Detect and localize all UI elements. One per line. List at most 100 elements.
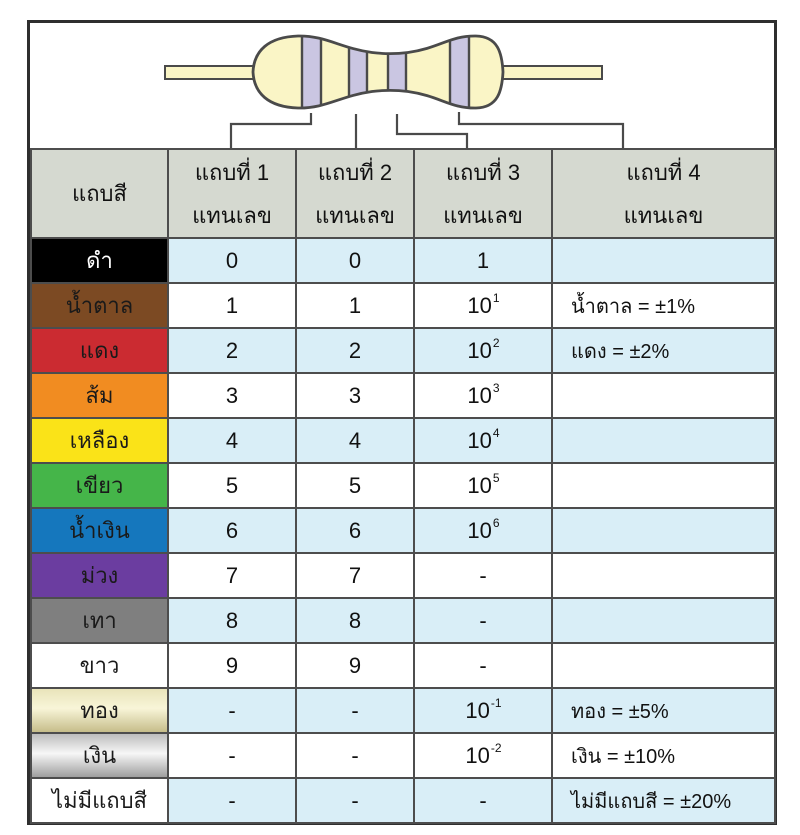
band1-value: - (167, 732, 297, 779)
band4-tolerance (551, 417, 776, 464)
resistor-panel (30, 23, 774, 148)
band1-value: 0 (167, 237, 297, 284)
resistor-left-lead (164, 65, 261, 80)
band2-value: - (295, 777, 415, 824)
table-row: ไม่มีแถบสี - - - ไม่มีแถบสี = ±20% (30, 777, 776, 824)
table-row: ทอง - - 10-1 ทอง = ±5% (30, 687, 776, 734)
connector-line-band3 (395, 114, 469, 148)
band1-value: 5 (167, 462, 297, 509)
band4-tolerance: น้ำตาล = ±1% (551, 282, 776, 329)
header-color-band: แถบสี (30, 148, 169, 239)
color-swatch: ส้ม (30, 372, 169, 419)
color-swatch: เขียว (30, 462, 169, 509)
band2-value: 0 (295, 237, 415, 284)
band1-value: 8 (167, 597, 297, 644)
header-sublabel: แทนเลข (443, 202, 523, 228)
header-sublabel: แทนเลข (315, 202, 395, 228)
band2-value: - (295, 732, 415, 779)
band3-value: 10-1 (413, 687, 553, 734)
header-label: แถบที่ 2 (317, 159, 393, 185)
chart-frame: แถบสี แถบที่ 1 แทนเลข แถบที่ 2 แทนเลข (27, 20, 777, 825)
band2-value: 5 (295, 462, 415, 509)
header-label: แถบสี (72, 181, 127, 206)
resistor-body-outline (251, 34, 505, 110)
band4-tolerance: เงิน = ±10% (551, 732, 776, 779)
band3-value: 103 (413, 372, 553, 419)
table-row: เขียว 5 5 105 (30, 462, 776, 509)
band3-value: 102 (413, 327, 553, 374)
band2-value: 7 (295, 552, 415, 599)
table-row: เงิน - - 10-2 เงิน = ±10% (30, 732, 776, 779)
connector-line-band4 (457, 112, 625, 148)
color-swatch: เงิน (30, 732, 169, 779)
band3-value: 1 (413, 237, 553, 284)
band3-value: 105 (413, 462, 553, 509)
band1-value: 2 (167, 327, 297, 374)
band1-value: - (167, 687, 297, 734)
color-swatch: น้ำเงิน (30, 507, 169, 554)
band4-tolerance (551, 642, 776, 689)
header-sublabel: แทนเลข (623, 202, 704, 228)
header-sublabel: แทนเลข (192, 202, 272, 228)
color-swatch: น้ำตาล (30, 282, 169, 329)
band2-value: 1 (295, 282, 415, 329)
band1-value: 4 (167, 417, 297, 464)
table-row: เหลือง 4 4 104 (30, 417, 776, 464)
resistor-band-4 (448, 35, 471, 109)
connector-line-band1 (229, 113, 313, 148)
band2-value: 9 (295, 642, 415, 689)
header-label: แถบที่ 4 (626, 159, 701, 185)
band2-value: 3 (295, 372, 415, 419)
band2-value: 4 (295, 417, 415, 464)
band3-value: - (413, 597, 553, 644)
table-row: น้ำตาล 1 1 101 น้ำตาล = ±1% (30, 282, 776, 329)
band2-value: - (295, 687, 415, 734)
resistor-right-lead (495, 65, 603, 80)
band3-value: - (413, 777, 553, 824)
color-swatch: ม่วง (30, 552, 169, 599)
header-band-4: แถบที่ 4 แทนเลข (551, 148, 776, 239)
table-row: ม่วง 7 7 - (30, 552, 776, 599)
header-label: แถบที่ 3 (445, 159, 521, 185)
band2-value: 2 (295, 327, 415, 374)
band4-tolerance (551, 507, 776, 554)
color-swatch: ดำ (30, 237, 169, 284)
band1-value: 1 (167, 282, 297, 329)
color-swatch: ขาว (30, 642, 169, 689)
header-band-2: แถบที่ 2 แทนเลข (295, 148, 415, 239)
band2-value: 8 (295, 597, 415, 644)
band2-value: 6 (295, 507, 415, 554)
resistor-illustration (164, 34, 625, 148)
table-row: ขาว 9 9 - (30, 642, 776, 689)
band4-tolerance (551, 462, 776, 509)
resistor-band-2 (347, 35, 369, 109)
table-row: ดำ 0 0 1 (30, 237, 776, 284)
band4-tolerance (551, 372, 776, 419)
band1-value: 3 (167, 372, 297, 419)
band1-value: 7 (167, 552, 297, 599)
resistor-band-1 (300, 35, 323, 109)
band3-value: - (413, 642, 553, 689)
table-header-row: แถบสี แถบที่ 1 แทนเลข แถบที่ 2 แทนเลข (30, 148, 776, 239)
band4-tolerance (551, 237, 776, 284)
band1-value: 6 (167, 507, 297, 554)
color-swatch: แดง (30, 327, 169, 374)
resistor-color-code-table: แถบสี แถบที่ 1 แทนเลข แถบที่ 2 แทนเลข (30, 148, 776, 824)
band4-tolerance: ทอง = ±5% (551, 687, 776, 734)
band3-value: 106 (413, 507, 553, 554)
band3-value: 104 (413, 417, 553, 464)
band4-tolerance (551, 597, 776, 644)
band1-value: 9 (167, 642, 297, 689)
resistor-band-3 (386, 35, 408, 109)
band3-value: - (413, 552, 553, 599)
table-row: เทา 8 8 - (30, 597, 776, 644)
band4-tolerance: ไม่มีแถบสี = ±20% (551, 777, 776, 824)
band3-value: 10-2 (413, 732, 553, 779)
table-row: แดง 2 2 102 แดง = ±2% (30, 327, 776, 374)
color-swatch: ไม่มีแถบสี (30, 777, 169, 824)
header-band-3: แถบที่ 3 แทนเลข (413, 148, 553, 239)
table-row: น้ำเงิน 6 6 106 (30, 507, 776, 554)
color-swatch: เทา (30, 597, 169, 644)
header-band-1: แถบที่ 1 แทนเลข (167, 148, 297, 239)
band4-tolerance: แดง = ±2% (551, 327, 776, 374)
